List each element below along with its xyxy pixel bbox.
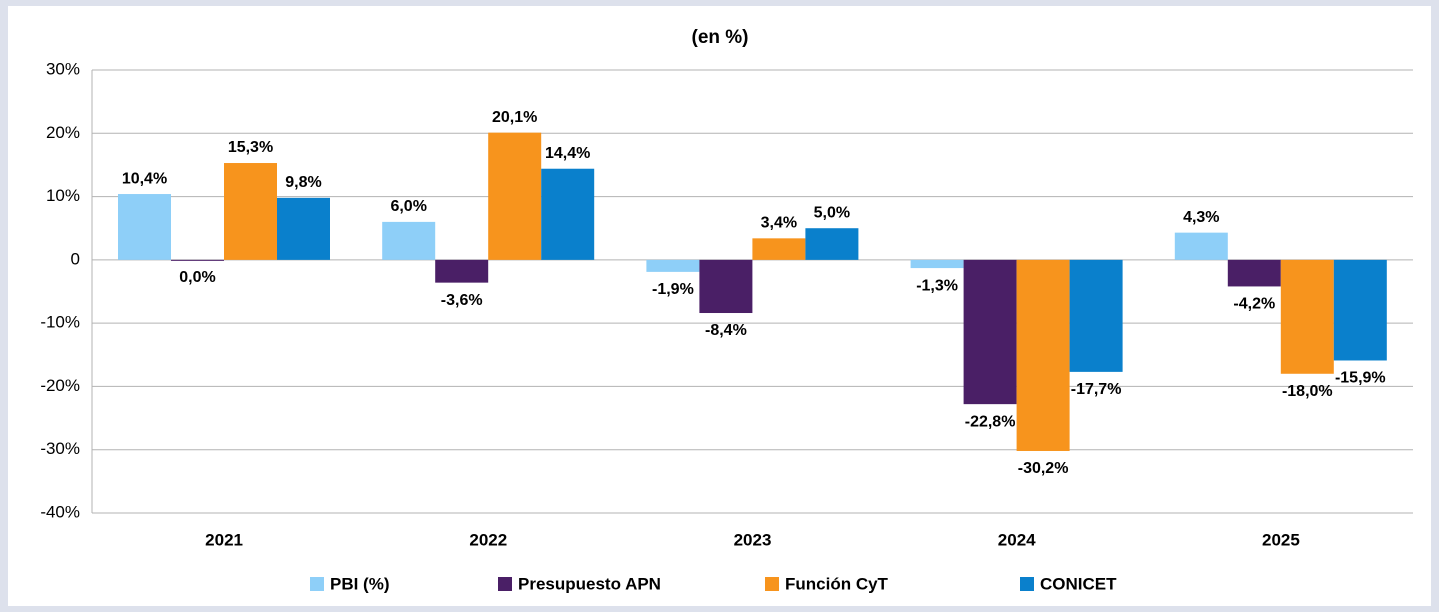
legend-label: PBI (%) xyxy=(330,574,390,593)
bar xyxy=(1333,259,1387,361)
bar xyxy=(646,259,700,272)
y-tick-label: -10% xyxy=(40,313,80,332)
y-tick-label: 0 xyxy=(71,249,80,268)
legend-swatch xyxy=(765,577,779,591)
y-tick-label: 10% xyxy=(46,186,80,205)
y-tick-label: 30% xyxy=(46,59,80,78)
value-label: -18,0% xyxy=(1282,383,1333,400)
value-label: 10,4% xyxy=(122,170,167,187)
value-label: 5,0% xyxy=(814,204,850,221)
value-label: -30,2% xyxy=(1018,460,1069,477)
value-label: 3,4% xyxy=(761,215,797,232)
x-tick-label: 2023 xyxy=(734,530,772,549)
value-label: -1,3% xyxy=(916,277,958,294)
bar xyxy=(910,259,964,269)
bar xyxy=(171,259,224,261)
value-label: -22,8% xyxy=(965,413,1016,430)
bar xyxy=(224,163,277,260)
bar xyxy=(382,221,436,260)
y-tick-label: -40% xyxy=(40,502,80,521)
legend-label: CONICET xyxy=(1040,574,1117,593)
value-label: 20,1% xyxy=(492,109,537,126)
bar xyxy=(541,168,595,260)
value-label: 15,3% xyxy=(228,139,273,156)
value-label: -4,2% xyxy=(1233,296,1275,313)
x-tick-label: 2022 xyxy=(469,530,507,549)
bar xyxy=(1016,259,1070,451)
y-tick-label: -20% xyxy=(40,376,80,395)
value-label: -3,6% xyxy=(441,292,483,309)
value-label: -15,9% xyxy=(1335,370,1386,387)
bar xyxy=(699,259,753,314)
bar xyxy=(1227,259,1281,287)
bar xyxy=(1069,259,1123,372)
bar xyxy=(1280,259,1334,374)
value-label: -17,7% xyxy=(1071,381,1122,398)
chart-title: (en %) xyxy=(692,27,749,48)
value-label: 14,4% xyxy=(545,145,590,162)
y-tick-label: 20% xyxy=(46,123,80,142)
legend-swatch xyxy=(310,577,324,591)
x-tick-label: 2021 xyxy=(205,530,243,549)
x-tick-label: 2025 xyxy=(1262,530,1300,549)
bar xyxy=(963,259,1017,405)
legend-label: Función CyT xyxy=(785,574,889,593)
bar xyxy=(1174,232,1228,260)
value-label: 0,0% xyxy=(179,269,215,286)
legend-swatch xyxy=(498,577,512,591)
bar xyxy=(277,197,330,260)
legend-swatch xyxy=(1020,577,1034,591)
value-label: -1,9% xyxy=(652,281,694,298)
x-tick-label: 2024 xyxy=(998,530,1036,549)
bar xyxy=(488,132,542,260)
bar xyxy=(435,259,489,283)
value-label: 4,3% xyxy=(1183,209,1219,226)
bar xyxy=(752,238,806,260)
value-label: 6,0% xyxy=(390,198,426,215)
value-label: -8,4% xyxy=(705,322,747,339)
legend-label: Presupuesto APN xyxy=(518,574,661,593)
bar xyxy=(805,228,859,260)
y-tick-label: -30% xyxy=(40,439,80,458)
bar xyxy=(118,194,171,260)
value-label: 9,8% xyxy=(285,174,321,191)
